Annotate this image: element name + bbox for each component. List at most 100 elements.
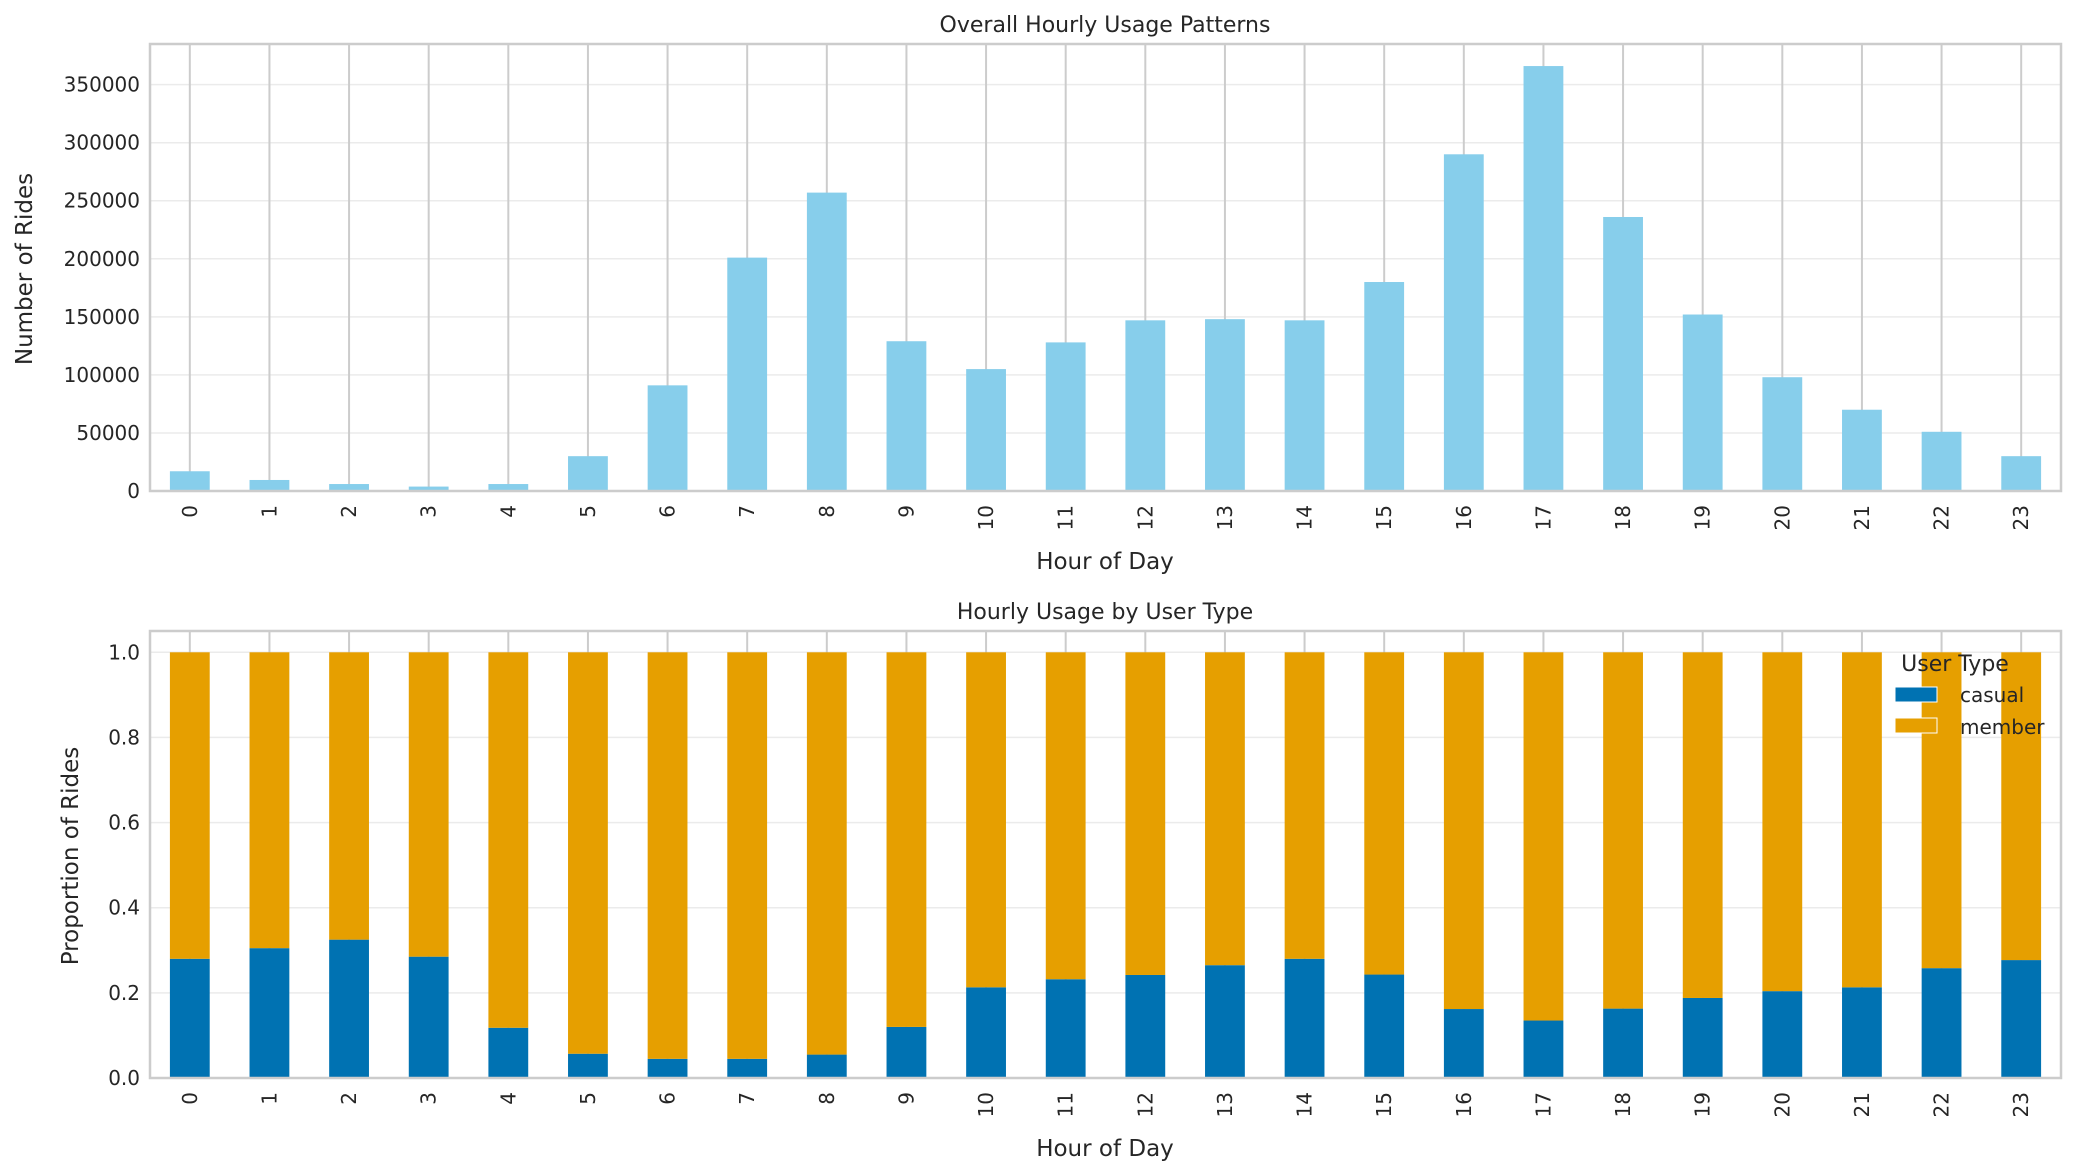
- x-tick-label: 22: [1930, 1092, 1954, 1117]
- bar-casual-hour-9: [886, 1026, 927, 1078]
- bar-hour-16: [1443, 154, 1484, 491]
- x-tick-label: 12: [1133, 505, 1157, 530]
- x-tick-label: 4: [496, 505, 520, 518]
- bar-casual-hour-8: [806, 1054, 847, 1078]
- bar-member-hour-17: [1523, 652, 1564, 1021]
- bar-casual-hour-4: [488, 1027, 529, 1078]
- bar-member-hour-9: [886, 652, 927, 1027]
- bar-casual-hour-1: [249, 948, 290, 1078]
- x-tick-label: 11: [1054, 1092, 1078, 1117]
- y-tick-label: 1.0: [108, 640, 140, 664]
- bar-hour-6: [647, 385, 688, 491]
- x-tick-label: 7: [735, 505, 759, 518]
- x-tick-label: 1: [257, 1092, 281, 1105]
- x-tick-label: 15: [1372, 1092, 1396, 1117]
- bar-member-hour-19: [1682, 652, 1723, 998]
- bar-casual-hour-21: [1842, 987, 1882, 1078]
- bar-member-hour-20: [1762, 652, 1803, 992]
- x-tick-label: 12: [1133, 1092, 1157, 1117]
- bar-casual-hour-0: [169, 958, 210, 1078]
- y-axis-label: Number of Rides: [12, 173, 38, 365]
- bar-member-hour-5: [568, 652, 608, 1054]
- bar-casual-hour-20: [1762, 991, 1803, 1078]
- bar-casual-hour-22: [1921, 968, 1962, 1078]
- bar-member-hour-0: [169, 652, 210, 959]
- bar-hour-22: [1921, 431, 1962, 491]
- bar-member-hour-12: [1125, 652, 1166, 975]
- bar-member-hour-18: [1603, 652, 1643, 1009]
- user-type-chart: Hourly Usage by User Type Hour of Day Pr…: [58, 600, 2063, 1162]
- bar-hour-21: [1842, 409, 1882, 491]
- x-tick-label: 5: [576, 505, 600, 518]
- bar-casual-hour-11: [1045, 979, 1086, 1078]
- x-tick-label: 10: [974, 1092, 998, 1117]
- x-tick-label: 3: [417, 1092, 441, 1105]
- legend-swatch-member: [1894, 717, 1938, 734]
- bars: [169, 66, 2042, 492]
- plot-frame: [148, 42, 2063, 493]
- x-tick-label: 8: [815, 1092, 839, 1105]
- bar-casual-hour-6: [647, 1058, 688, 1078]
- y-tick-labels: 0.0 0.2 0.4 0.6 0.8 1.0: [108, 640, 140, 1090]
- bar-member-hour-1: [249, 652, 290, 949]
- bar-hour-14: [1284, 320, 1325, 491]
- x-tick-label: 13: [1213, 1092, 1237, 1117]
- x-tick-label: 20: [1770, 505, 1794, 530]
- x-tick-label: 8: [815, 505, 839, 518]
- bar-casual-hour-19: [1682, 997, 1723, 1078]
- x-tick-label: 21: [1850, 1092, 1874, 1117]
- x-tick-label: 6: [656, 505, 680, 518]
- x-tick-label: 7: [735, 1092, 759, 1105]
- bar-casual-hour-7: [727, 1058, 768, 1078]
- y-tick-label: 150000: [64, 305, 140, 329]
- bar-hour-15: [1364, 282, 1405, 491]
- legend-title: User Type: [1901, 652, 2009, 677]
- x-tick-label: 2: [337, 1092, 361, 1105]
- bar-hour-5: [568, 456, 608, 491]
- y-tick-label: 0: [127, 479, 140, 503]
- y-tick-label: 50000: [76, 421, 140, 445]
- x-tick-label: 22: [1930, 505, 1954, 530]
- bar-member-hour-16: [1443, 652, 1484, 1010]
- x-tick-label: 1: [257, 505, 281, 518]
- x-tick-label: 23: [2009, 1092, 2033, 1117]
- bar-member-hour-3: [408, 652, 449, 957]
- bar-casual-hour-12: [1125, 974, 1166, 1078]
- bar-hour-3: [408, 486, 449, 491]
- bar-member-hour-11: [1045, 652, 1086, 980]
- bar-casual-hour-17: [1523, 1020, 1564, 1078]
- bar-member-hour-21: [1842, 652, 1882, 988]
- legend-label-member: member: [1960, 715, 2045, 739]
- x-axis-label: Hour of Day: [1036, 549, 1174, 575]
- legend-swatch-casual: [1894, 686, 1938, 703]
- bar-member-hour-7: [727, 652, 768, 1059]
- y-axis-label: Proportion of Rides: [58, 747, 84, 966]
- chart-title: Hourly Usage by User Type: [957, 600, 1253, 625]
- bar-casual-hour-2: [329, 939, 369, 1078]
- y-tick-label: 0.0: [108, 1066, 140, 1090]
- x-tick-label: 20: [1770, 1092, 1794, 1117]
- overall-hourly-chart: Overall Hourly Usage Patterns Hour of Da…: [12, 13, 2063, 575]
- x-tick-label: 18: [1611, 1092, 1635, 1117]
- bar-member-hour-14: [1284, 652, 1325, 959]
- bar-casual-hour-18: [1603, 1008, 1643, 1078]
- bar-casual-hour-16: [1443, 1009, 1484, 1078]
- x-tick-label: 14: [1293, 1092, 1317, 1117]
- y-tick-label: 250000: [64, 189, 140, 213]
- x-tick-label: 13: [1213, 505, 1237, 530]
- bar-member-hour-10: [966, 652, 1006, 988]
- x-tick-label: 23: [2009, 505, 2033, 530]
- x-tick-label: 0: [178, 1092, 202, 1105]
- bar-hour-19: [1682, 314, 1723, 491]
- y-tick-label: 0.4: [108, 896, 140, 920]
- y-tick-label: 0.6: [108, 811, 140, 835]
- x-tick-label: 0: [178, 505, 202, 518]
- x-tick-label: 21: [1850, 505, 1874, 530]
- y-tick-label: 300000: [64, 131, 140, 155]
- x-tick-label: 19: [1691, 1092, 1715, 1117]
- bar-hour-4: [488, 484, 529, 491]
- x-tick-label: 4: [496, 1092, 520, 1105]
- bar-hour-13: [1205, 319, 1245, 491]
- bar-casual-hour-13: [1205, 965, 1245, 1078]
